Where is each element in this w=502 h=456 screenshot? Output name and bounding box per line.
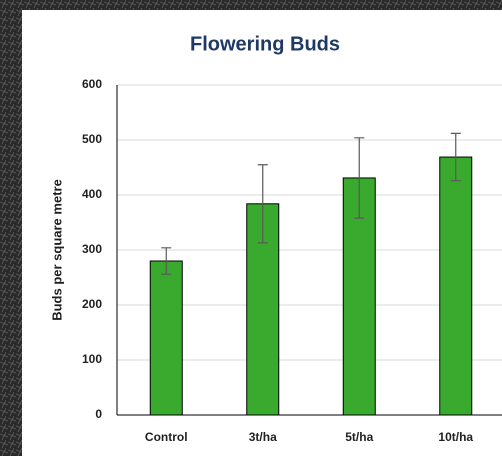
x-tick-label: Control: [145, 430, 188, 444]
y-axis-label: Buds per square metre: [49, 179, 64, 321]
error-bar: [450, 132, 461, 182]
y-tick-label: 300: [82, 242, 102, 256]
error-bar: [257, 164, 268, 244]
y-tick-label: 100: [82, 352, 102, 366]
bar: [149, 260, 183, 416]
y-tick-label: 200: [82, 297, 102, 311]
x-tick-label: 5t/ha: [345, 430, 373, 444]
y-tick-label: 500: [82, 132, 102, 146]
x-tick-label: 3t/ha: [249, 430, 277, 444]
y-tick-label: 600: [82, 77, 102, 91]
y-tick-label: 400: [82, 187, 102, 201]
chart-title: Flowering Buds: [190, 33, 340, 55]
bar: [439, 156, 473, 416]
error-bar: [354, 137, 365, 219]
error-bar: [161, 247, 172, 275]
y-tick-label: 0: [95, 407, 102, 421]
x-tick-label: 10t/ha: [438, 430, 473, 444]
